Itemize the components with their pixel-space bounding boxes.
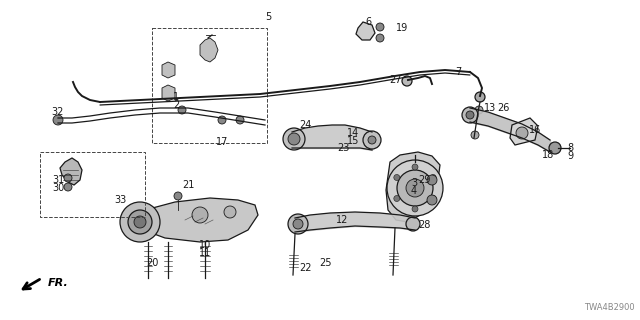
Circle shape	[412, 206, 418, 212]
Text: 23: 23	[337, 143, 349, 153]
Text: 19: 19	[396, 23, 408, 33]
Circle shape	[178, 106, 186, 114]
Circle shape	[174, 192, 182, 200]
Polygon shape	[60, 158, 82, 185]
Text: 32: 32	[52, 107, 64, 117]
Text: 14: 14	[347, 128, 359, 138]
Polygon shape	[162, 62, 175, 78]
Text: 21: 21	[182, 180, 194, 190]
Text: 7: 7	[455, 67, 461, 77]
Circle shape	[471, 131, 479, 139]
Text: 29: 29	[418, 175, 430, 185]
Text: 33: 33	[114, 195, 126, 205]
Circle shape	[549, 142, 561, 154]
Polygon shape	[200, 38, 218, 62]
Circle shape	[516, 127, 528, 139]
Text: 18: 18	[542, 150, 554, 160]
Circle shape	[293, 219, 303, 229]
Polygon shape	[510, 118, 538, 145]
Text: 13: 13	[484, 103, 496, 113]
Circle shape	[475, 106, 483, 114]
Text: 30: 30	[52, 183, 64, 193]
Text: 20: 20	[146, 258, 158, 268]
Text: 2: 2	[173, 100, 179, 110]
Circle shape	[288, 133, 300, 145]
Polygon shape	[122, 198, 258, 242]
Polygon shape	[386, 152, 440, 222]
Circle shape	[466, 111, 474, 119]
Polygon shape	[356, 22, 375, 40]
Circle shape	[192, 207, 208, 223]
Circle shape	[394, 174, 400, 180]
Circle shape	[406, 179, 424, 197]
Circle shape	[406, 217, 420, 231]
Circle shape	[475, 92, 485, 102]
Text: 3: 3	[411, 178, 417, 188]
Text: 9: 9	[567, 151, 573, 161]
Circle shape	[53, 115, 63, 125]
Circle shape	[402, 76, 412, 86]
Text: 12: 12	[336, 215, 348, 225]
Text: 25: 25	[319, 258, 332, 268]
Bar	[152, 28, 267, 143]
Circle shape	[218, 116, 226, 124]
Circle shape	[288, 214, 308, 234]
Circle shape	[376, 34, 384, 42]
Circle shape	[134, 216, 146, 228]
Text: 27: 27	[390, 75, 403, 85]
Circle shape	[128, 210, 152, 234]
Text: FR.: FR.	[48, 278, 68, 288]
Circle shape	[412, 164, 418, 170]
Circle shape	[120, 202, 160, 242]
Circle shape	[224, 206, 236, 218]
Text: 26: 26	[497, 103, 509, 113]
Text: 11: 11	[199, 248, 211, 258]
Circle shape	[387, 160, 443, 216]
Text: 4: 4	[411, 186, 417, 196]
Text: 6: 6	[365, 17, 371, 27]
Bar	[40, 152, 145, 217]
Circle shape	[394, 196, 400, 202]
Polygon shape	[162, 85, 175, 101]
Text: 16: 16	[529, 125, 541, 135]
Text: 24: 24	[299, 120, 311, 130]
Text: 1: 1	[173, 92, 179, 102]
Circle shape	[427, 175, 437, 185]
Circle shape	[363, 131, 381, 149]
Text: TWA4B2900: TWA4B2900	[584, 303, 635, 312]
Circle shape	[236, 116, 244, 124]
Text: 15: 15	[347, 136, 359, 146]
Circle shape	[64, 174, 72, 182]
Circle shape	[64, 183, 72, 191]
Text: 8: 8	[567, 143, 573, 153]
Circle shape	[397, 170, 433, 206]
Text: 17: 17	[216, 137, 228, 147]
Circle shape	[368, 136, 376, 144]
Circle shape	[376, 23, 384, 31]
Text: 5: 5	[265, 12, 271, 22]
Text: 31: 31	[52, 175, 64, 185]
Circle shape	[427, 195, 437, 205]
Text: 28: 28	[418, 220, 430, 230]
Circle shape	[430, 174, 436, 180]
Circle shape	[462, 107, 478, 123]
Text: 22: 22	[299, 263, 311, 273]
Circle shape	[430, 196, 436, 202]
Circle shape	[283, 128, 305, 150]
Text: 10: 10	[199, 240, 211, 250]
